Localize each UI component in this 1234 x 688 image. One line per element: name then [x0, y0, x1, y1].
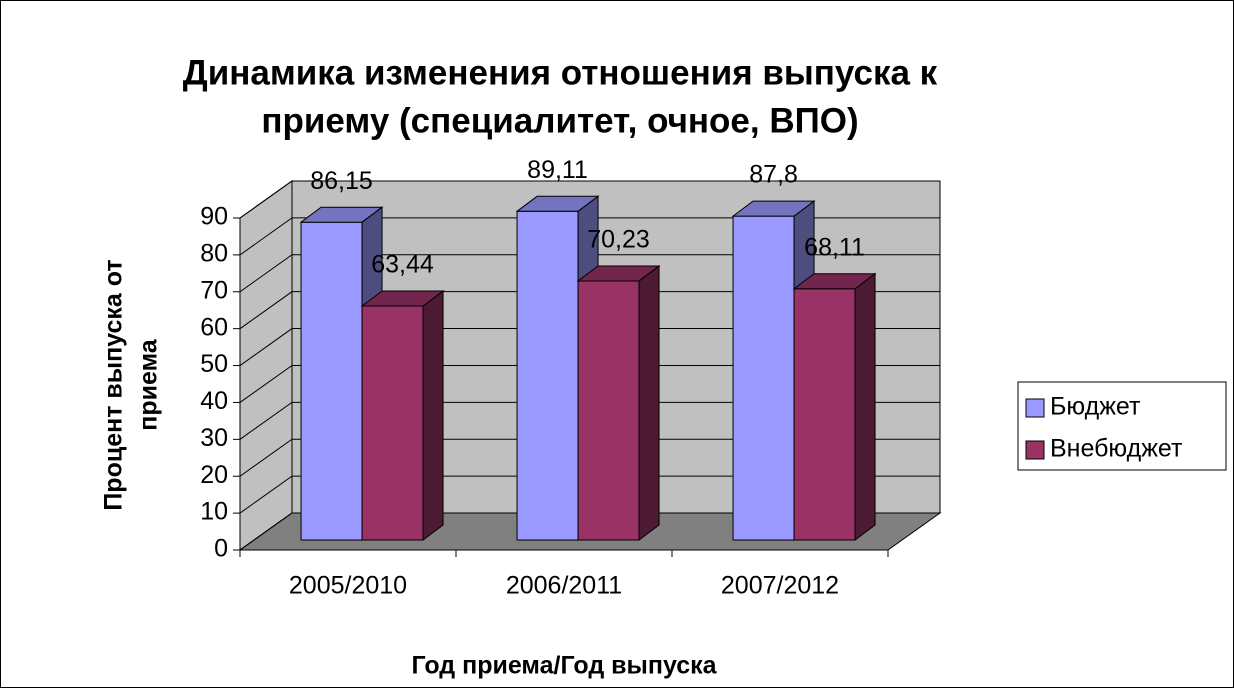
y-tick-label: 30 [200, 424, 228, 452]
legend [1017, 381, 1227, 471]
y-tick-label: 10 [200, 498, 228, 526]
bar-top [731, 200, 816, 217]
x-axis-title: Год приема/Год выпуска [411, 652, 717, 680]
y-tick-label: 80 [200, 239, 228, 267]
data-label: 89,11 [527, 156, 588, 184]
y-tick-label: 60 [200, 313, 228, 341]
bar [732, 215, 795, 541]
grid-line [239, 328, 940, 366]
y-axis-title: Процент выпуска от [100, 259, 128, 510]
legend-swatch [1025, 398, 1045, 418]
grid-line [239, 401, 940, 440]
y-tick-label: 20 [200, 461, 228, 489]
bar-side [422, 289, 444, 542]
bar [300, 221, 363, 541]
bar-top [792, 273, 877, 290]
grid-line [239, 475, 940, 514]
grid-line [239, 291, 940, 330]
grid-line [239, 512, 940, 551]
y-tick-label: 90 [200, 203, 228, 231]
x-tick-label: 2006/2011 [506, 572, 622, 600]
y-tick-label: 40 [200, 387, 228, 415]
y-tick-label: 70 [200, 276, 228, 304]
chart-title: приему (специалитет, очное, ВПО) [261, 101, 858, 140]
y-tick-label: 50 [200, 350, 228, 378]
grid-line [239, 217, 940, 256]
bar-side [854, 272, 876, 542]
chart-title: Динамика изменения отношения выпуска к [183, 53, 938, 92]
legend-label: Внебюджет [1050, 435, 1183, 463]
bar [516, 210, 579, 541]
legend-swatch [1025, 440, 1045, 460]
bar-top [515, 195, 600, 212]
data-label: 70,23 [587, 226, 650, 254]
y-tick-label: 0 [214, 535, 228, 563]
grid-line [239, 254, 940, 293]
bar [361, 305, 424, 541]
grid-line [239, 364, 940, 403]
bar [577, 280, 640, 541]
data-label: 87,8 [749, 161, 798, 189]
data-label: 68,11 [804, 233, 865, 261]
legend-label: Бюджет [1050, 393, 1141, 421]
x-tick-label: 2005/2010 [289, 572, 407, 600]
x-tick-label: 2007/2012 [721, 572, 839, 600]
data-label: 86,15 [310, 167, 373, 195]
grid-line [239, 180, 940, 219]
bar-side [638, 264, 660, 542]
data-label: 63,44 [371, 251, 434, 279]
y-axis-title: приема [135, 338, 163, 430]
grid-line [239, 438, 940, 477]
bar [793, 288, 856, 541]
bar-top [299, 206, 384, 223]
bar-top [360, 290, 445, 307]
bar-top [576, 265, 661, 282]
